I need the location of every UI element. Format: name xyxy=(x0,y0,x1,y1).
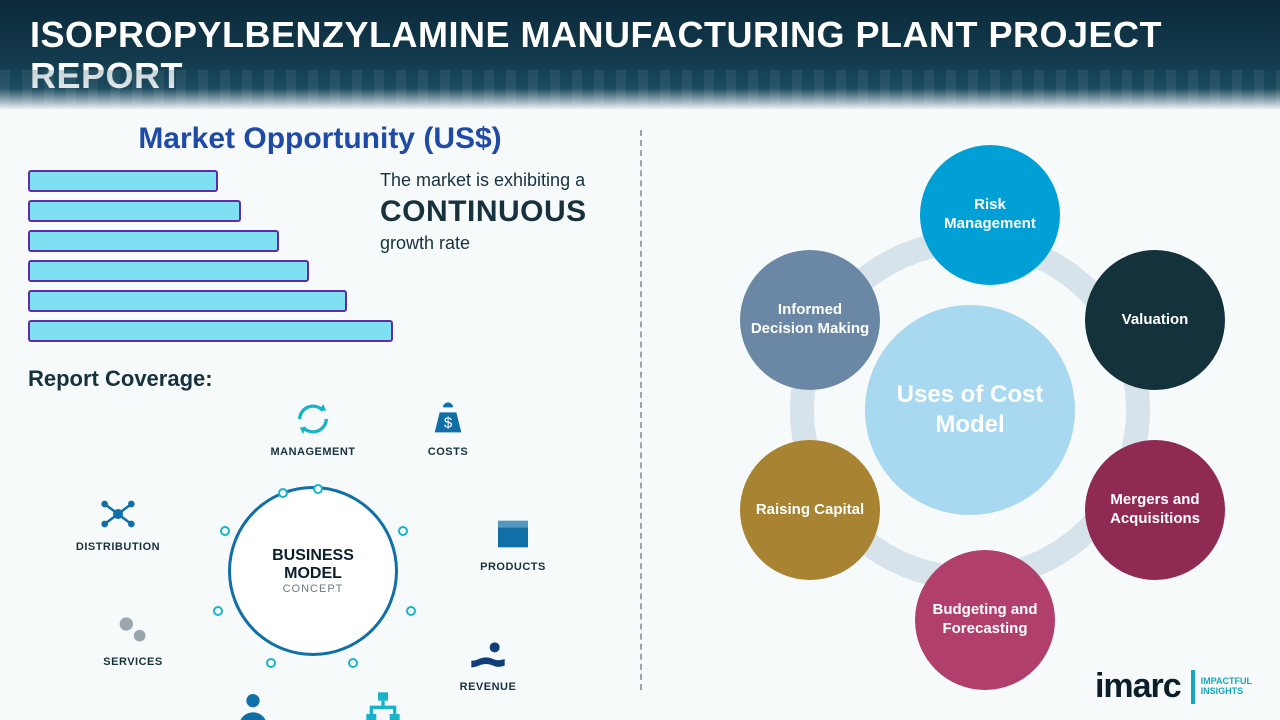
bm-connector-dot xyxy=(398,526,408,536)
page-title: ISOPROPYLBENZYLAMINE MANUFACTURING PLANT… xyxy=(30,14,1250,97)
cost-model-node: Budgeting and Forecasting xyxy=(915,550,1055,690)
brand-tagline: IMPACTFUL INSIGHTS xyxy=(1201,677,1252,697)
report-coverage-title: Report Coverage: xyxy=(28,366,612,392)
growth-big: CONTINUOUS xyxy=(380,195,630,229)
bm-item-label: SERVICES xyxy=(68,656,198,668)
bm-item-revenue: REVENUE xyxy=(423,631,553,693)
market-bar xyxy=(28,200,241,222)
market-bar xyxy=(28,170,218,192)
market-bar xyxy=(28,320,393,342)
bm-connector-dot xyxy=(213,606,223,616)
brand-logo: imarc IMPACTFUL INSIGHTS xyxy=(1095,667,1252,706)
growth-callout: The market is exhibiting a CONTINUOUS gr… xyxy=(380,170,630,254)
box-icon xyxy=(490,511,536,557)
cost-model-node: Valuation xyxy=(1085,250,1225,390)
header: ISOPROPYLBENZYLAMINE MANUFACTURING PLANT… xyxy=(0,0,1280,110)
business-model-diagram: BUSINESS MODEL CONCEPT MANAGEMENT $ COSTS P… xyxy=(28,396,588,720)
brand-name: imarc xyxy=(1095,667,1181,706)
network-icon xyxy=(95,491,141,537)
bm-item-label: DISTRIBUTION xyxy=(53,541,183,553)
cost-model-node: Informed Decision Making xyxy=(740,250,880,390)
bm-item-label: MANAGEMENT xyxy=(248,446,378,458)
cost-model-node: Risk Management xyxy=(920,145,1060,285)
market-bar xyxy=(28,290,347,312)
bm-connector-dot xyxy=(348,658,358,668)
brand-tagline-2: INSIGHTS xyxy=(1201,687,1252,697)
bm-center-line2: MODEL xyxy=(284,565,342,583)
growth-line3: growth rate xyxy=(380,233,630,254)
growth-line1: The market is exhibiting a xyxy=(380,170,630,191)
market-bar xyxy=(28,230,279,252)
bm-item-customers: CUSTOMERS xyxy=(188,686,318,720)
bm-connector-dot xyxy=(220,526,230,536)
money-icon: $ xyxy=(425,396,471,442)
left-panel: Market Opportunity (US$) The market is e… xyxy=(0,110,640,720)
gears-icon xyxy=(110,606,156,652)
bm-item-costs: $ COSTS xyxy=(383,396,513,458)
cost-model-center-label: Uses of Cost Model xyxy=(865,380,1075,440)
bm-item-label: PRODUCTS xyxy=(448,561,578,573)
bm-item-label: COSTS xyxy=(383,446,513,458)
bm-connector-dot xyxy=(266,658,276,668)
business-model-center: BUSINESS MODEL CONCEPT xyxy=(228,486,398,656)
svg-text:$: $ xyxy=(444,414,453,431)
brand-divider xyxy=(1191,670,1195,704)
cost-model-node: Raising Capital xyxy=(740,440,880,580)
market-bar xyxy=(28,260,309,282)
bm-item-services: SERVICES xyxy=(68,606,198,668)
bm-item-distribution: DISTRIBUTION xyxy=(53,491,183,553)
bm-item-products: PRODUCTS xyxy=(448,511,578,573)
vertical-divider xyxy=(640,130,642,690)
hand-icon xyxy=(465,631,511,677)
bm-connector-dot xyxy=(278,488,288,498)
cost-model-node: Mergers and Acquisitions xyxy=(1085,440,1225,580)
bm-item-management: MANAGEMENT xyxy=(248,396,378,458)
cycle-icon xyxy=(290,396,336,442)
cost-model-center: Uses of Cost Model xyxy=(865,305,1075,515)
bm-item-competencies: COMPETENCIES xyxy=(318,686,448,720)
person-icon xyxy=(230,686,276,720)
bm-connector-dot xyxy=(313,484,323,494)
org-icon xyxy=(360,686,406,720)
bm-center-line1: BUSINESS xyxy=(272,547,354,565)
cost-model-diagram: Uses of Cost Model Risk ManagementValuat… xyxy=(640,110,1280,710)
market-opportunity-title: Market Opportunity (US$) xyxy=(28,122,612,156)
bm-connector-dot xyxy=(406,606,416,616)
bm-center-line3: CONCEPT xyxy=(283,583,344,595)
market-bars xyxy=(28,166,408,350)
right-panel: Uses of Cost Model Risk ManagementValuat… xyxy=(640,110,1280,720)
